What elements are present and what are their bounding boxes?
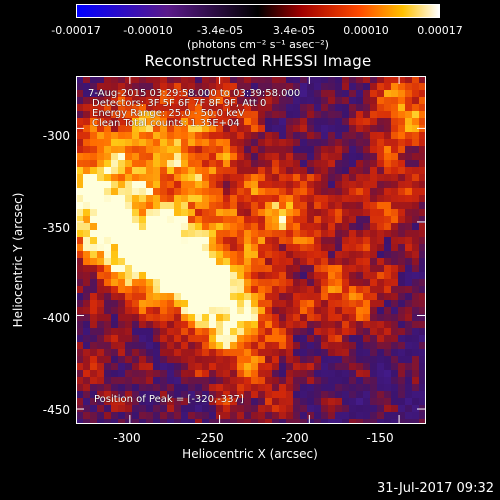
colorbar-units: (photons cm⁻² s⁻¹ asec⁻²) [187, 38, 329, 51]
colorbar-tick-label: -3.4e-05 [196, 24, 244, 37]
x-tick-label: -250 [196, 431, 224, 445]
colorbar [76, 4, 440, 18]
y-tick-label: -450 [42, 403, 70, 417]
annotation-time-range: 7-Aug-2015 03:29:58.000 to 03:39:58.000 [88, 88, 301, 99]
colorbar-tick-label: -0.00010 [123, 24, 173, 37]
plot-area: 7-Aug-2015 03:29:58.000 to 03:39:58.000 … [76, 76, 426, 424]
y-axis-label: Heliocentric Y (arcsec) [11, 192, 25, 328]
x-axis-label: Heliocentric X (arcsec) [182, 447, 318, 461]
y-tick-label: -350 [42, 221, 70, 235]
colorbar-tick-label: 0.00010 [343, 24, 389, 37]
annotation-energy: Energy Range: 25.0 - 50.0 keV [92, 108, 245, 119]
annotation-peak-position: Position of Peak = [-320,-337] [94, 394, 244, 405]
colorbar-tick-label: -0.00017 [51, 24, 101, 37]
heatmap-image [76, 76, 426, 424]
y-tick-label: -300 [42, 129, 70, 143]
x-tick-label: -150 [366, 431, 394, 445]
colorbar-tick-label: 0.00017 [417, 24, 463, 37]
annotation-detectors: Detectors: 3F 5F 6F 7F 8F 9F, Att 0 [92, 98, 267, 109]
x-tick-label: -200 [281, 431, 309, 445]
x-tick-label: -300 [113, 431, 141, 445]
annotation-clean: Clean Total counts: 1.35E+04 [92, 118, 240, 129]
timestamp: 31-Jul-2017 09:32 [376, 481, 494, 496]
plot-frame [76, 76, 426, 424]
heatmap-cells [76, 76, 426, 424]
colorbar-tick-label: 3.4e-05 [272, 24, 316, 37]
chart-title: Reconstructed RHESSI Image [144, 52, 372, 70]
y-tick-label: -400 [42, 311, 70, 325]
